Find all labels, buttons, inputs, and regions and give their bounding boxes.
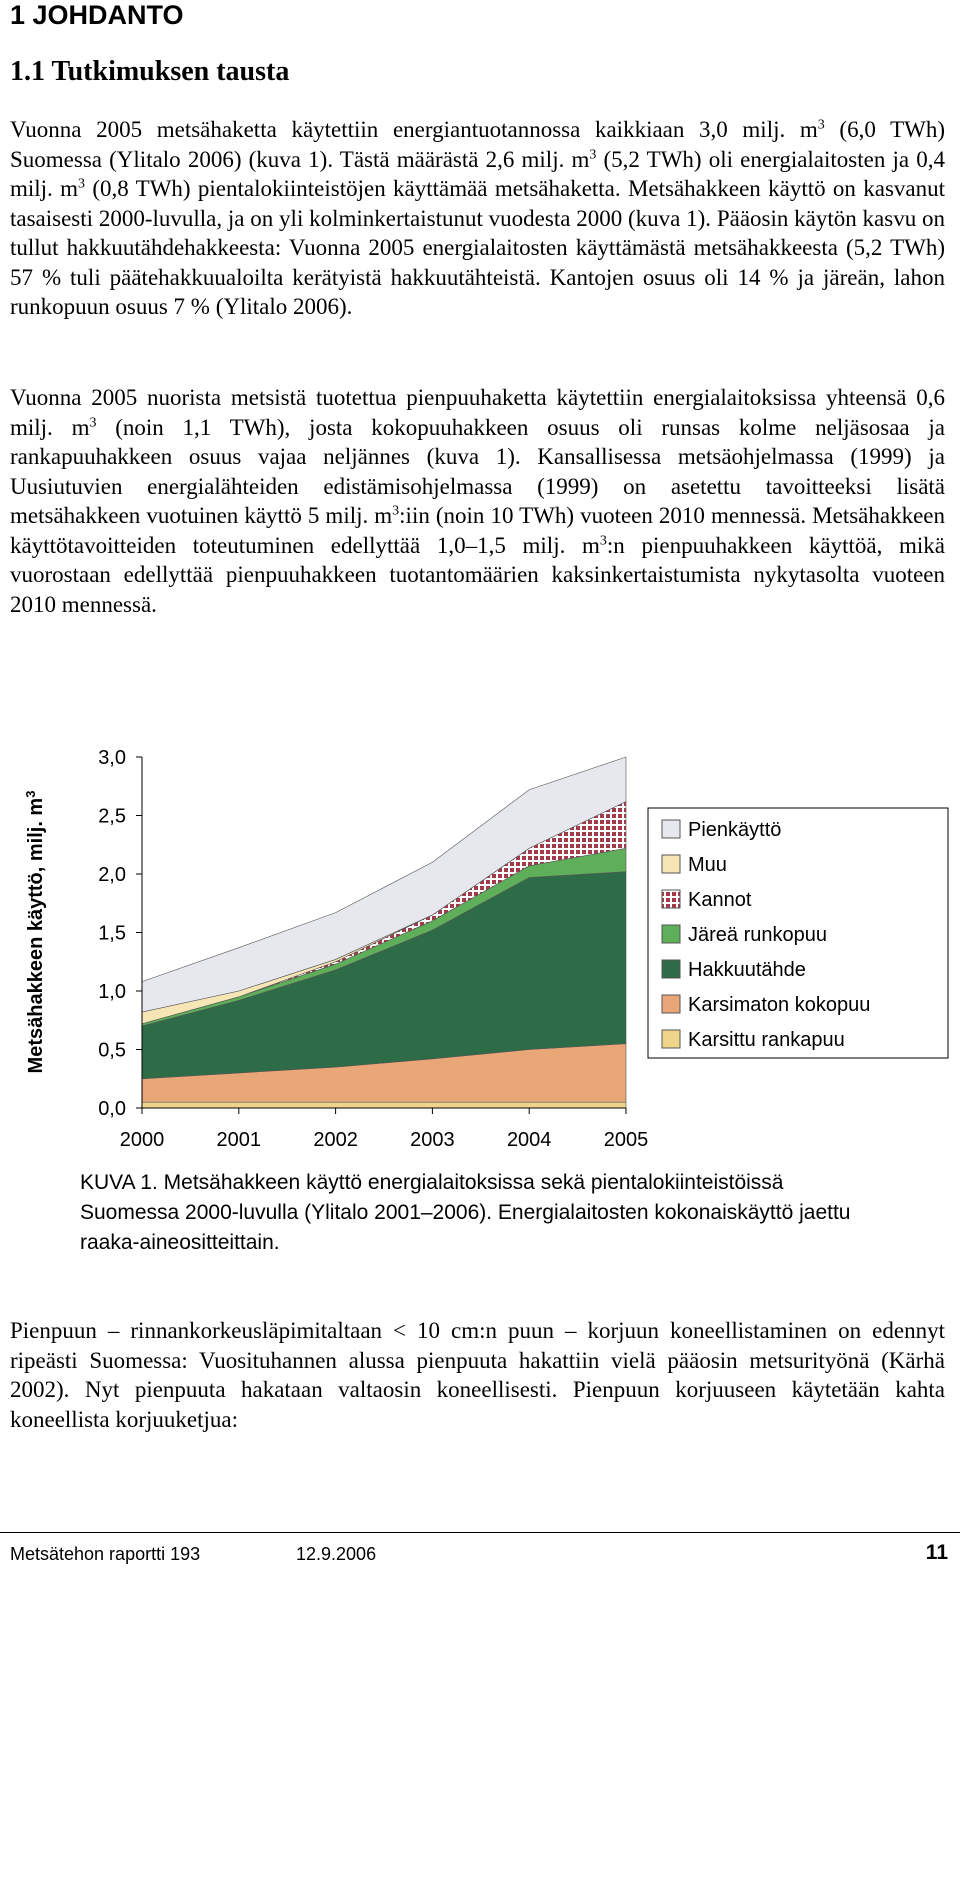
legend-label: Karsittu rankapuu bbox=[688, 1029, 845, 1051]
legend-swatch bbox=[661, 924, 681, 944]
superscript: 3 bbox=[392, 503, 400, 519]
area bbox=[141, 1101, 627, 1109]
y-axis-label-text: Metsähakkeen käyttö, milj. m bbox=[25, 798, 47, 1074]
area bbox=[141, 756, 627, 1013]
legend-swatch bbox=[661, 1029, 681, 1049]
chart: Metsähakkeen käyttö, milj. m3 0,0 0,5 1,0 1… bbox=[23, 747, 949, 1151]
chapter-heading: 1 JOHDANTO bbox=[10, 0, 184, 30]
x-tick-label: 2000 bbox=[120, 1129, 165, 1151]
paragraph: Pienpuun – rinnankorkeusläpimitaltaan < … bbox=[10, 1316, 945, 1434]
x-tick-label: 2003 bbox=[410, 1129, 455, 1151]
y-tick-label: 2,5 bbox=[98, 806, 126, 828]
superscript: 3 bbox=[78, 176, 86, 192]
footer-rule bbox=[0, 1532, 960, 1533]
legend-swatch bbox=[661, 959, 681, 979]
y-tick-label: 2,0 bbox=[98, 864, 126, 886]
section-heading: 1.1 Tutkimuksen tausta bbox=[10, 56, 290, 87]
figure-caption: KUVA 1. Metsähakkeen käyttö energialaito… bbox=[80, 1171, 851, 1254]
superscript: 3 bbox=[589, 146, 597, 162]
x-tick-label: 2001 bbox=[217, 1129, 262, 1151]
y-axis-label-sup: 3 bbox=[23, 791, 38, 798]
y-tick-label: 0,0 bbox=[98, 1098, 126, 1120]
text-run: Vuonna 2005 nuorista metsistä tuotettua … bbox=[10, 385, 945, 440]
paragraph: Vuonna 2005 metsähaketta käytettiin ener… bbox=[10, 115, 945, 322]
x-tick-label: 2002 bbox=[313, 1129, 358, 1151]
text-run: Vuonna 2005 metsähaketta käytettiin ener… bbox=[10, 117, 818, 142]
footer-publication: Metsätehon raportti 193 bbox=[10, 1544, 201, 1564]
y-tick-label: 0,5 bbox=[98, 1040, 126, 1062]
superscript: 3 bbox=[599, 532, 607, 548]
footer-date: 12.9.2006 bbox=[296, 1544, 377, 1564]
legend-label: Pienkäyttö bbox=[688, 819, 781, 841]
text-run: :n pienpuuhakkeen käyttöä, mikä vuorosta… bbox=[10, 532, 945, 617]
y-axis-label: Metsähakkeen käyttö, milj. m3 bbox=[23, 791, 48, 1074]
text-run: :iin (noin 10 TWh) vuoteen 2010 mennessä… bbox=[10, 503, 946, 558]
text-run: (noin 1,1 TWh), josta kokopuuhakkeen osu… bbox=[10, 414, 946, 529]
legend-swatch bbox=[661, 994, 681, 1014]
text-run: Pienpuun – rinnankorkeusläpimitaltaan < … bbox=[10, 1318, 945, 1432]
y-tick-label: 1,0 bbox=[98, 981, 126, 1003]
legend-label: Hakkuutähde bbox=[688, 959, 806, 981]
x-tick-label: 2005 bbox=[604, 1129, 649, 1151]
legend-label: Järeä runkopuu bbox=[688, 924, 827, 946]
legend-swatch bbox=[661, 819, 681, 839]
text-run: (0,8 TWh) pientalokiinteistöjen käyttämä… bbox=[10, 176, 945, 319]
footer-page: 11 bbox=[925, 1541, 948, 1564]
legend-label: Muu bbox=[688, 854, 727, 876]
superscript: 3 bbox=[89, 414, 97, 430]
legend-swatch bbox=[661, 889, 681, 909]
text-run: (6,0 TWh) Suomessa (Ylitalo 2006) (kuva … bbox=[10, 117, 945, 172]
y-tick-label: 3,0 bbox=[98, 747, 126, 769]
superscript: 3 bbox=[817, 117, 825, 133]
legend-label: Karsimaton kokopuu bbox=[688, 994, 870, 1016]
x-tick-label: 2004 bbox=[507, 1129, 552, 1151]
text-run: (5,2 TWh) oli energialaitosten ja 0,4 mi… bbox=[10, 146, 945, 202]
y-tick-label: 1,5 bbox=[98, 923, 126, 945]
legend-box bbox=[647, 807, 949, 1059]
legend-label: Kannot bbox=[688, 889, 752, 911]
legend-swatch bbox=[661, 854, 681, 874]
paragraph: Vuonna 2005 nuorista metsistä tuotettua … bbox=[10, 383, 945, 619]
